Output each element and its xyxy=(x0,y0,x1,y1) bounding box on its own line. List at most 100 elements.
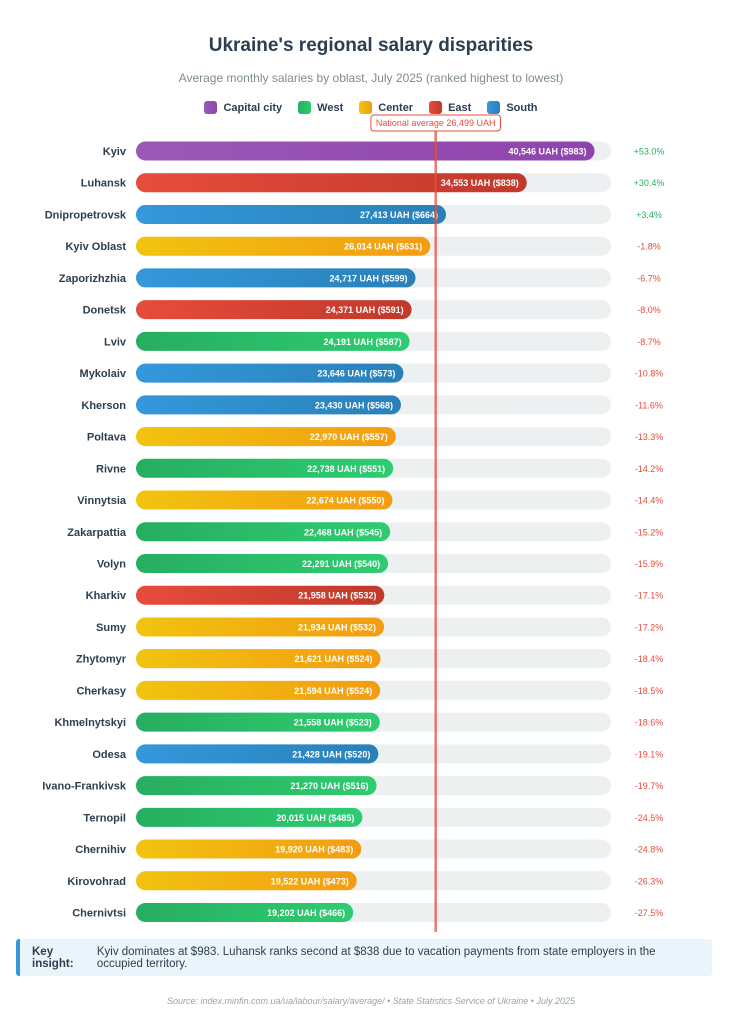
pct-diff-chernihiv: -24.8% xyxy=(635,845,664,855)
chart-title: Ukraine's regional salary disparities xyxy=(208,35,534,56)
bar-value-label-zhytomyr: 21,621 UAH ($524) xyxy=(294,654,372,664)
bar-zhytomyr xyxy=(136,649,381,669)
pct-diff-chernivtsi: -27.5% xyxy=(635,908,664,918)
pct-diff-zaporizhzhia: -6.7% xyxy=(637,273,661,283)
pct-diff-ternopil: -24.5% xyxy=(635,813,664,823)
pct-diff-kharkiv: -17.1% xyxy=(635,591,664,601)
pct-diff-rivne: -14.2% xyxy=(635,464,664,474)
bar-value-label-luhansk: 34,553 UAH ($838) xyxy=(441,178,519,188)
row-label-odesa: Odesa xyxy=(92,749,127,761)
legend-label-capital: Capital city xyxy=(223,101,283,114)
row-label-kirovohrad: Kirovohrad xyxy=(67,876,126,888)
row-label-chernihiv: Chernihiv xyxy=(75,844,127,856)
bar-cherkasy xyxy=(136,680,381,700)
bar-kyiv xyxy=(136,141,595,161)
bar-value-label-donetsk: 24,371 UAH ($591) xyxy=(326,305,404,315)
bar-value-label-khmelnytskyi: 21,558 UAH ($523) xyxy=(294,718,372,728)
national-average-label-box xyxy=(370,114,501,132)
bar-dnipropetrovsk xyxy=(136,204,447,224)
insight-text: Kyiv dominates at $983. Luhansk ranks se… xyxy=(96,945,656,970)
bar-mykolaiv xyxy=(136,363,404,383)
bar-value-label-kyiv: 40,546 UAH ($983) xyxy=(509,147,587,157)
reference-layer: National average 26,499 UAH xyxy=(370,114,501,933)
legend-swatch-east xyxy=(429,101,443,114)
bar-rivne xyxy=(136,458,394,478)
row-label-zaporizhzhia: Zaporizhzhia xyxy=(59,273,127,285)
bar-zaporizhzhia xyxy=(136,268,416,288)
legend-label-south: South xyxy=(506,101,538,114)
row-label-kyiv: Kyiv xyxy=(103,146,127,158)
legend-label-center: Center xyxy=(378,101,414,114)
pct-diff-vinnytsia: -14.4% xyxy=(635,496,664,506)
row-label-kharkiv: Kharkiv xyxy=(86,590,127,602)
bar-value-label-dnipropetrovsk: 27,413 UAH ($664) xyxy=(360,210,438,220)
pct-diff-zhytomyr: -18.4% xyxy=(635,654,664,664)
legend-swatch-capital xyxy=(204,101,218,114)
row-label-ivano-frankivsk: Ivano-Frankivsk xyxy=(42,781,127,793)
bar-value-label-ivano-frankivsk: 21,270 UAH ($516) xyxy=(291,781,369,791)
bar-sumy xyxy=(136,617,385,637)
bar-value-label-poltava: 22,970 UAH ($557) xyxy=(310,432,388,442)
pct-diff-poltava: -13.3% xyxy=(635,432,664,442)
insight-heading: Key insight: xyxy=(32,945,74,970)
pct-diff-volyn: -15.9% xyxy=(635,559,664,569)
bar-value-label-volyn: 22,291 UAH ($540) xyxy=(302,559,380,569)
pct-diff-ivano-frankivsk: -19.7% xyxy=(635,781,664,791)
bar-chernihiv xyxy=(136,839,362,859)
bar-kharkiv xyxy=(136,585,385,605)
pct-diff-lviv: -8.7% xyxy=(637,337,661,347)
pct-diff-kyiv: +53.0% xyxy=(634,147,665,157)
row-label-mykolaiv: Mykolaiv xyxy=(80,368,127,380)
bars-layer: Kyiv 40,546 UAH ($983) +53.0% Luhansk 34,553… xyxy=(42,141,665,923)
pct-diff-cherkasy: -18.5% xyxy=(635,686,664,696)
row-label-rivne: Rivne xyxy=(96,463,126,475)
row-label-luhansk: Luhansk xyxy=(81,178,127,190)
bar-value-label-ternopil: 20,015 UAH ($485) xyxy=(276,813,354,823)
row-label-poltava: Poltava xyxy=(87,432,127,444)
legend-label-west: West xyxy=(317,101,344,114)
bar-value-label-chernivtsi: 19,202 UAH ($466) xyxy=(267,908,345,918)
legend-label-east: East xyxy=(448,101,472,114)
bar-value-label-zakarpattia: 22,468 UAH ($545) xyxy=(304,527,382,537)
bar-poltava xyxy=(136,427,396,447)
bar-value-label-rivne: 22,738 UAH ($551) xyxy=(307,464,385,474)
row-label-sumy: Sumy xyxy=(96,622,127,634)
pct-diff-khmelnytskyi: -18.6% xyxy=(635,718,664,728)
legend-item-center: Center xyxy=(359,101,413,114)
bar-value-label-kirovohrad: 19,522 UAH ($473) xyxy=(271,876,349,886)
row-label-dnipropetrovsk: Dnipropetrovsk xyxy=(45,209,127,221)
row-label-kherson: Kherson xyxy=(81,400,126,412)
legend-item-east: East xyxy=(429,101,471,114)
bar-value-label-mykolaiv: 23,646 UAH ($573) xyxy=(317,369,395,379)
bar-lviv xyxy=(136,331,410,351)
national-average-label: National average 26,499 UAH xyxy=(376,118,496,128)
bar-value-label-sumy: 21,934 UAH ($532) xyxy=(298,622,376,632)
bar-value-label-lviv: 24,191 UAH ($587) xyxy=(324,337,402,347)
bar-value-label-cherkasy: 21,594 UAH ($524) xyxy=(294,686,372,696)
bar-value-label-vinnytsia: 22,674 UAH ($550) xyxy=(306,496,384,506)
pct-diff-donetsk: -8.0% xyxy=(637,305,661,315)
row-label-zhytomyr: Zhytomyr xyxy=(76,654,127,666)
bar-value-label-kharkiv: 21,958 UAH ($532) xyxy=(298,591,376,601)
pct-diff-mykolaiv: -10.8% xyxy=(635,369,664,379)
legend-item-capital: Capital city xyxy=(204,101,282,114)
bar-value-label-zaporizhzhia: 24,717 UAH ($599) xyxy=(329,273,407,283)
bar-value-label-kherson: 23,430 UAH ($568) xyxy=(315,400,393,410)
row-label-khmelnytskyi: Khmelnytskyi xyxy=(54,717,126,729)
bar-chernivtsi xyxy=(136,903,354,923)
row-label-zakarpattia: Zakarpattia xyxy=(67,527,127,539)
row-label-kyiv-oblast: Kyiv Oblast xyxy=(65,241,126,253)
bar-value-label-odesa: 21,428 UAH ($520) xyxy=(292,749,370,759)
legend-item-west: West xyxy=(298,101,343,114)
legend-swatch-south xyxy=(487,101,501,114)
pct-diff-sumy: -17.2% xyxy=(635,622,664,632)
chart-subtitle: Average monthly salaries by oblast, July… xyxy=(178,71,564,85)
bar-value-label-chernihiv: 19,920 UAH ($483) xyxy=(275,845,353,855)
key-insight-box: Key insight: Kyiv dominates at $983. Luh… xyxy=(16,939,712,976)
pct-diff-kirovohrad: -26.3% xyxy=(635,876,664,886)
bar-kherson xyxy=(136,395,401,415)
bar-zakarpattia xyxy=(136,522,391,542)
pct-diff-odesa: -19.1% xyxy=(635,749,664,759)
bar-ivano-frankivsk xyxy=(136,776,377,796)
legend: Capital city West Center East South xyxy=(0,101,742,114)
